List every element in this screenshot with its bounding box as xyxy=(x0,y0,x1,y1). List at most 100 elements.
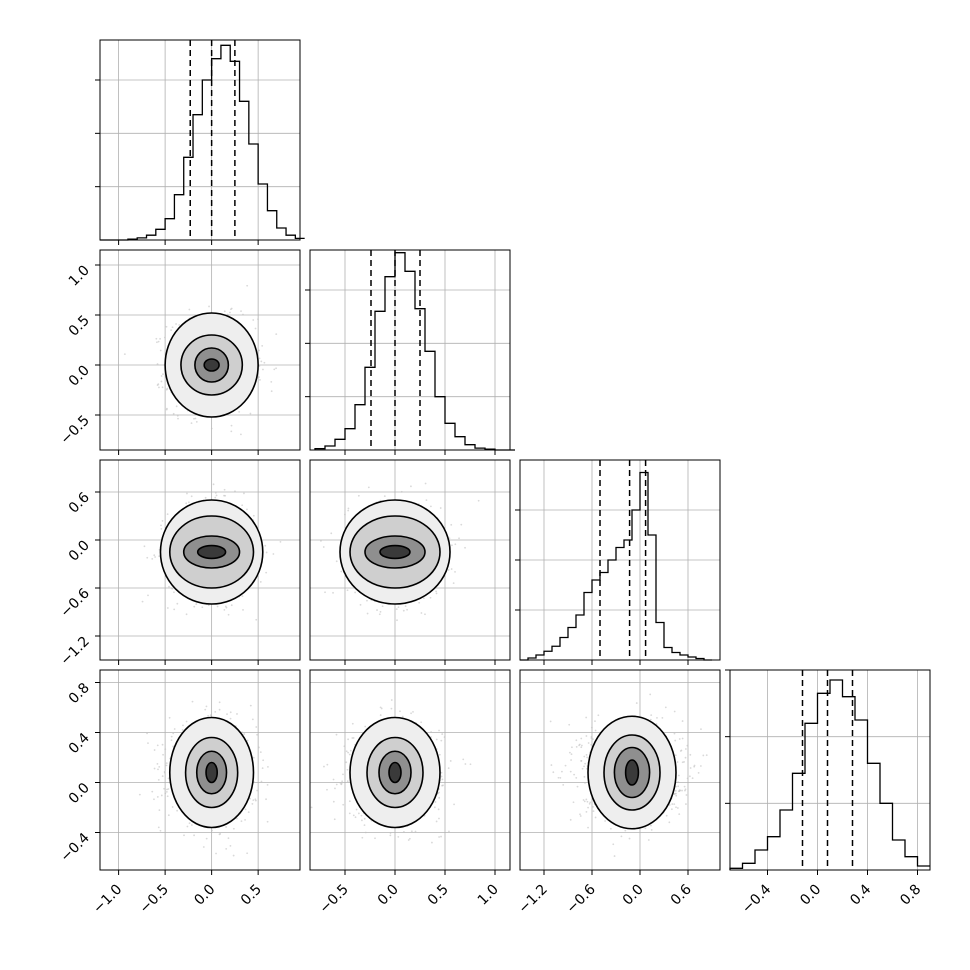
scatter-point xyxy=(167,777,170,780)
scatter-point xyxy=(153,767,156,770)
scatter-point xyxy=(157,778,160,781)
scatter-point xyxy=(156,384,159,386)
scatter-point xyxy=(158,809,161,812)
scatter-point xyxy=(357,494,360,497)
scatter-point xyxy=(346,768,349,771)
scatter-point xyxy=(258,376,260,379)
scatter-panel-3 xyxy=(95,669,301,875)
panel-body xyxy=(100,250,300,463)
scatter-point xyxy=(272,553,275,555)
scatter-point xyxy=(320,540,322,542)
scatter-point xyxy=(173,608,176,611)
scatter-point xyxy=(160,380,163,383)
scatter-point xyxy=(310,806,313,809)
scatter-point xyxy=(170,739,173,742)
scatter-point xyxy=(153,554,156,557)
scatter-point xyxy=(247,811,250,814)
contour-line xyxy=(349,515,441,589)
panel-body xyxy=(100,460,300,660)
scatter-point xyxy=(255,618,258,621)
scatter-point xyxy=(161,743,164,746)
scatter-point xyxy=(440,739,443,742)
scatter-point xyxy=(182,724,184,727)
scatter-point xyxy=(389,834,392,837)
scatter-point xyxy=(580,744,583,747)
scatter-point xyxy=(684,789,686,792)
scatter-point xyxy=(688,775,691,778)
scatter-point xyxy=(229,717,232,720)
scatter-point xyxy=(261,344,264,347)
scatter-point xyxy=(440,775,443,778)
scatter-point xyxy=(352,737,355,739)
scatter-point xyxy=(609,827,612,830)
scatter-point xyxy=(681,737,684,740)
scatter-point xyxy=(200,453,202,455)
density-fill xyxy=(206,762,218,783)
scatter-point xyxy=(168,716,171,719)
scatter-point xyxy=(447,569,450,571)
scatter-point xyxy=(164,792,167,795)
contour-line xyxy=(366,736,424,809)
scatter-point xyxy=(355,808,358,811)
scatter-point xyxy=(441,778,444,781)
scatter-point xyxy=(244,808,247,811)
scatter-point xyxy=(345,750,348,753)
scatter-point xyxy=(185,502,188,505)
scatter-point xyxy=(185,720,188,723)
scatter-point xyxy=(332,591,334,594)
scatter-point xyxy=(348,812,351,815)
scatter-point xyxy=(214,710,217,713)
axes-frame xyxy=(99,39,301,241)
histogram-panel-0 xyxy=(95,39,305,245)
scatter-point xyxy=(592,805,594,808)
scatter-point xyxy=(176,602,179,605)
contour-line xyxy=(159,499,264,605)
scatter-point xyxy=(458,537,460,540)
scatter-point xyxy=(439,507,442,509)
scatter-point xyxy=(157,826,160,829)
scatter-point xyxy=(464,546,466,549)
scatter-point xyxy=(219,832,222,835)
scatter-point xyxy=(390,707,393,710)
scatter-point xyxy=(201,606,204,609)
scatter-point xyxy=(166,607,169,609)
scatter-point xyxy=(177,461,179,463)
scatter-point xyxy=(351,722,354,725)
scatter-point xyxy=(348,800,351,803)
scatter-point xyxy=(173,728,176,730)
scatter-point xyxy=(435,738,438,741)
scatter-point xyxy=(399,710,401,713)
scatter-point xyxy=(357,812,360,815)
scatter-point xyxy=(255,726,258,728)
scatter-point xyxy=(254,798,257,801)
scatter-point xyxy=(186,492,188,495)
scatter-point xyxy=(363,824,366,827)
scatter-point xyxy=(176,414,179,417)
scatter-point xyxy=(246,852,249,855)
scatter-point xyxy=(147,742,149,745)
scatter-point xyxy=(177,417,179,420)
scatter-point xyxy=(165,762,168,765)
scatter-point xyxy=(214,496,217,499)
scatter-point xyxy=(347,509,350,512)
scatter-point xyxy=(343,745,346,748)
scatter-point xyxy=(240,310,242,313)
scatter-point xyxy=(383,495,386,497)
scatter-point xyxy=(261,767,264,770)
scatter-point xyxy=(170,329,173,332)
scatter-panel-5 xyxy=(519,669,721,875)
scatter-point xyxy=(175,323,177,325)
scatter-point xyxy=(379,714,382,716)
density-fill xyxy=(197,545,226,559)
scatter-point xyxy=(193,417,195,420)
scatter-point xyxy=(223,310,226,313)
contour-line xyxy=(388,761,402,784)
scatter-point xyxy=(389,832,392,834)
scatter-point xyxy=(162,373,164,375)
scatter-point xyxy=(379,706,382,709)
scatter-point xyxy=(160,524,162,527)
scatter-point xyxy=(240,820,243,823)
scatter-point xyxy=(204,708,207,711)
scatter-point xyxy=(168,585,170,588)
contour-line xyxy=(349,716,441,829)
